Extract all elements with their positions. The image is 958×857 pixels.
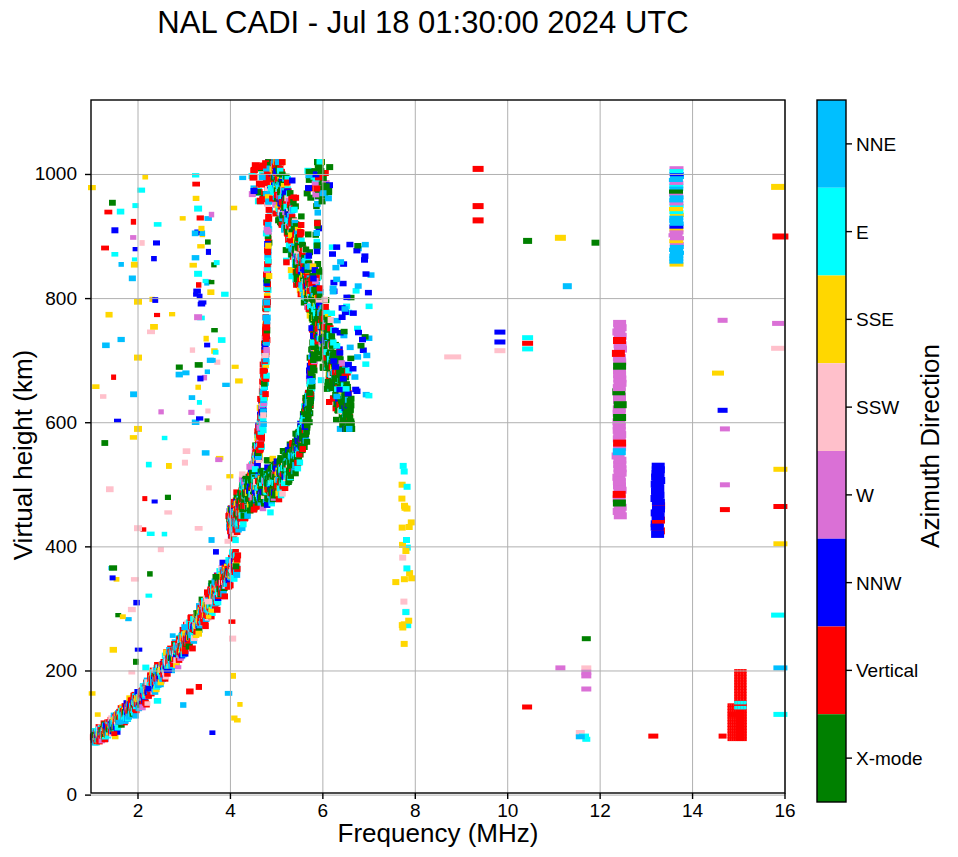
svg-text:600: 600	[45, 412, 77, 433]
svg-text:X-mode: X-mode	[856, 748, 923, 769]
svg-text:SSE: SSE	[856, 309, 894, 330]
svg-text:400: 400	[45, 536, 77, 557]
svg-text:E: E	[856, 222, 869, 243]
svg-text:NNE: NNE	[856, 134, 896, 155]
svg-text:200: 200	[45, 660, 77, 681]
svg-text:W: W	[856, 485, 874, 506]
svg-text:800: 800	[45, 288, 77, 309]
svg-text:NNW: NNW	[856, 573, 901, 594]
svg-text:Vertical: Vertical	[856, 660, 918, 681]
svg-text:0: 0	[66, 784, 77, 805]
svg-text:SSW: SSW	[856, 397, 899, 418]
svg-text:1000: 1000	[35, 163, 77, 184]
